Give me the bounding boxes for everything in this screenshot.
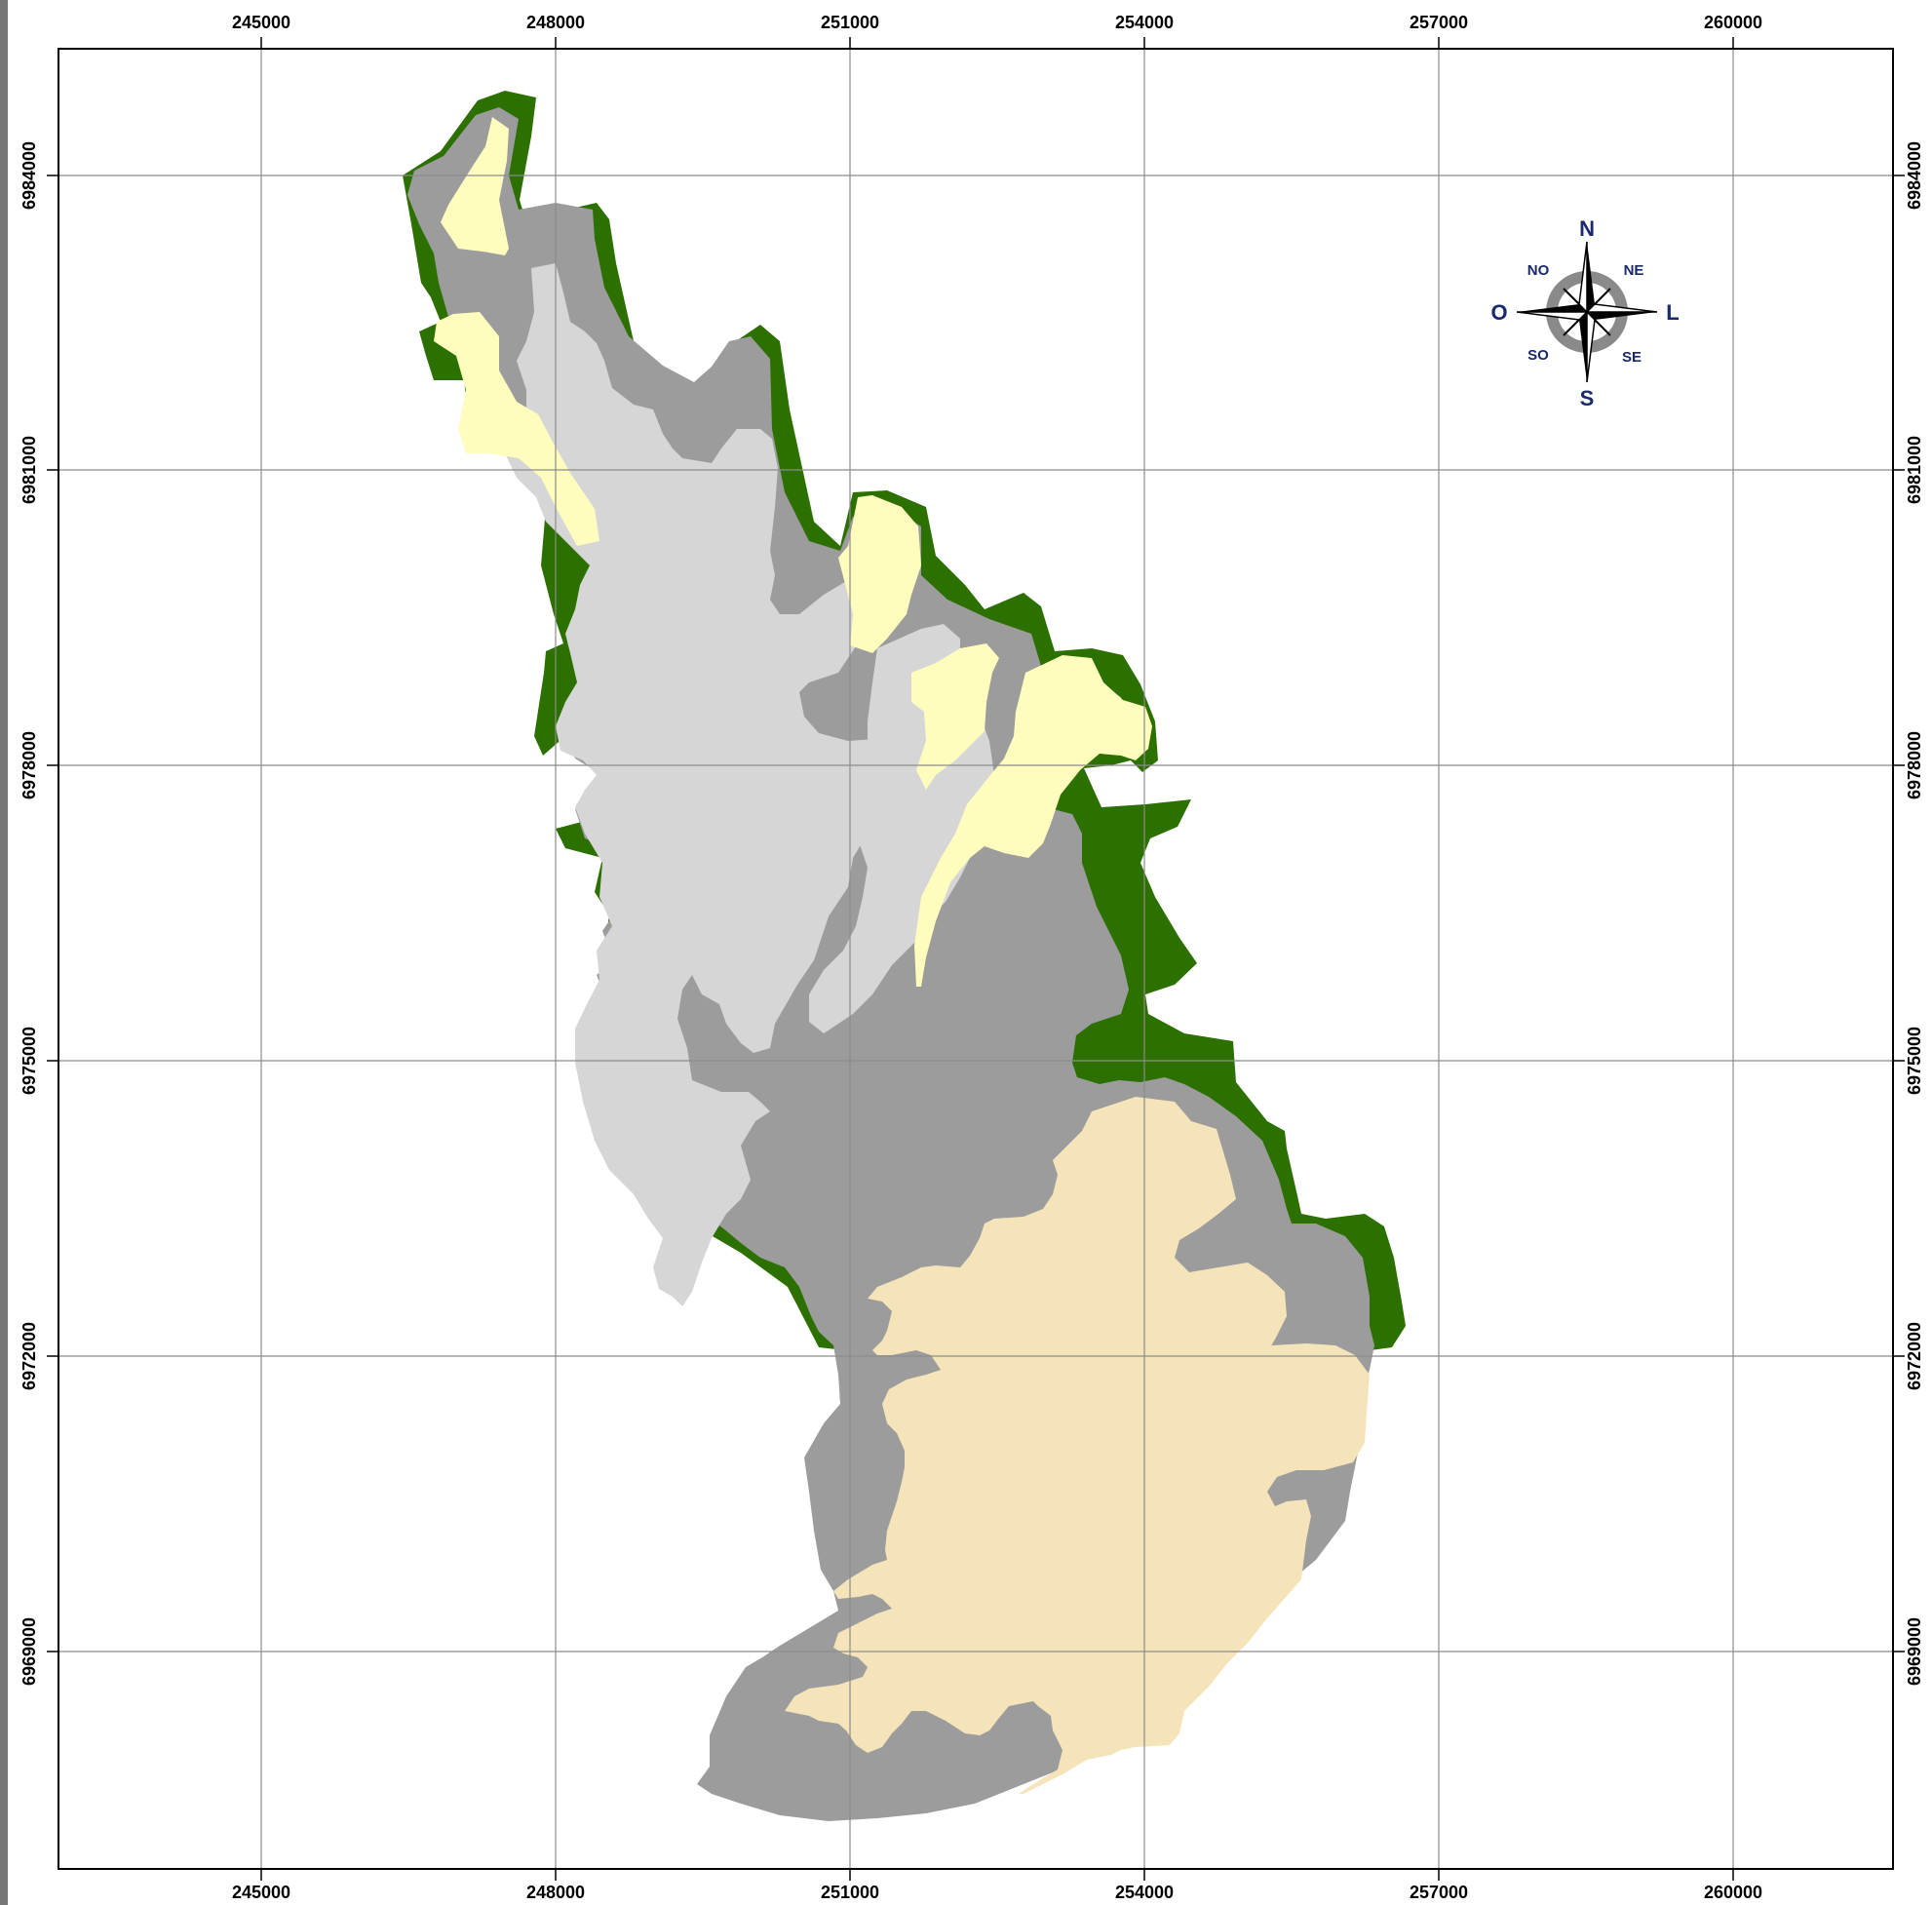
graticule [58, 49, 1893, 1869]
pale-yellow-zone-1 [441, 117, 509, 255]
x-tick-label: 260000 [1704, 1883, 1762, 1902]
y-tick-label: 6975000 [1905, 1027, 1924, 1095]
light-gray-zone [505, 263, 926, 1306]
compass-label-southwest: SO [1527, 347, 1549, 364]
x-tick-label: 248000 [526, 1883, 585, 1902]
compass-label-southeast: SE [1622, 349, 1642, 366]
y-tick-label: 6981000 [19, 436, 39, 504]
x-tick-label: 251000 [821, 1883, 879, 1902]
x-axis-labels-bottom: 245000 248000 251000 254000 257000 26000… [232, 1883, 1762, 1902]
x-tick-label: 257000 [1410, 1883, 1468, 1902]
y-tick-label: 6972000 [19, 1322, 39, 1390]
x-tick-label: 254000 [1115, 13, 1174, 32]
x-tick-label: 260000 [1704, 13, 1762, 32]
x-tick-label: 251000 [821, 13, 879, 32]
compass-label-northwest: NO [1527, 262, 1550, 279]
y-tick-label: 6984000 [1905, 141, 1924, 210]
left-edge-strip [0, 0, 8, 1905]
map-frame [58, 48, 1894, 1870]
compass-label-east: L [1666, 300, 1679, 325]
x-axis-labels-top: 245000 248000 251000 254000 257000 26000… [232, 13, 1762, 32]
compass-rose-icon: N S L O NE NO SE SO [1490, 216, 1679, 410]
y-tick-label: 6969000 [1905, 1617, 1924, 1686]
compass-label-northeast: NE [1624, 262, 1644, 279]
pale-yellow-zone-3 [838, 495, 921, 653]
tick-marks [47, 37, 1905, 1881]
y-tick-label: 6978000 [1905, 731, 1924, 799]
x-tick-label: 254000 [1115, 1883, 1174, 1902]
y-tick-label: 6972000 [1905, 1322, 1924, 1390]
y-tick-label: 6969000 [19, 1617, 39, 1686]
y-axis-labels-left: 6984000 6981000 6978000 6975000 6972000 … [19, 141, 39, 1686]
compass-label-north: N [1579, 216, 1595, 241]
compass-main-points [1516, 241, 1658, 383]
y-tick-label: 6975000 [19, 1027, 39, 1095]
x-tick-label: 257000 [1410, 13, 1468, 32]
x-tick-label: 245000 [232, 1883, 290, 1902]
pale-yellow-zone-4 [911, 643, 999, 790]
y-axis-labels-right: 6984000 6981000 6978000 6975000 6972000 … [1905, 141, 1924, 1686]
beige-zone [785, 1097, 1370, 1794]
pale-yellow-zone-2 [434, 312, 599, 546]
x-tick-label: 245000 [232, 13, 290, 32]
pale-yellow-zone-5 [914, 655, 1152, 987]
study-area [403, 91, 1406, 1821]
compass-label-west: O [1490, 300, 1507, 325]
y-tick-label: 6981000 [1905, 436, 1924, 504]
y-tick-label: 6978000 [19, 731, 39, 799]
x-tick-label: 248000 [526, 13, 585, 32]
y-tick-label: 6984000 [19, 141, 39, 210]
compass-label-south: S [1580, 386, 1595, 410]
